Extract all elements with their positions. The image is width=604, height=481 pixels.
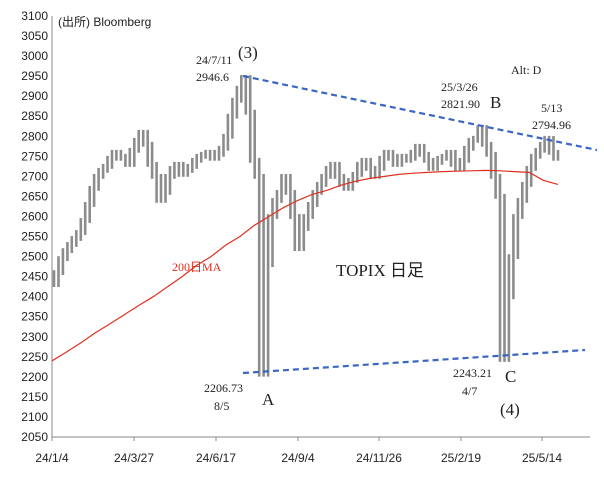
latest-value: 2794.96 <box>532 118 571 132</box>
x-tick-label: 24/9/4 <box>281 451 315 465</box>
low-c-date: 4/7 <box>462 384 477 398</box>
y-tick-label: 2300 <box>21 330 48 344</box>
y-tick-label: 3100 <box>21 9 48 23</box>
wave-a-label: A <box>262 390 275 409</box>
wave-4-label: (4) <box>500 400 520 419</box>
wave-b-label: B <box>490 93 501 112</box>
x-tick-labels: 24/1/4 24/3/27 24/6/17 24/9/4 24/11/26 25/2/1… <box>35 437 562 465</box>
peak-date: 24/7/11 <box>196 53 232 67</box>
y-tick-label: 2200 <box>21 370 48 384</box>
chart-axes <box>51 16 590 438</box>
source-label: (出所) Bloomberg <box>58 15 151 29</box>
y-tick-label: 2400 <box>21 290 48 304</box>
b-date: 25/3/26 <box>441 80 478 94</box>
y-tick-label: 2050 <box>21 430 48 444</box>
y-tick-labels: 2050 2100 2150 2200 2250 2300 2350 2400 2450 2500… <box>21 9 48 444</box>
x-tick-label: 25/2/19 <box>441 451 481 465</box>
x-tick-label: 24/3/27 <box>114 451 154 465</box>
y-tick-label: 2700 <box>21 169 48 183</box>
price-bars <box>52 75 560 377</box>
y-tick-label: 2950 <box>21 69 48 83</box>
x-tick-label: 24/6/17 <box>196 451 236 465</box>
peak-value: 2946.6 <box>196 70 229 84</box>
x-tick-label: 24/11/26 <box>356 451 402 465</box>
x-tick-label: 25/5/14 <box>522 451 562 465</box>
ma-label: 200日MA <box>172 260 222 274</box>
x-tick-label: 24/1/4 <box>35 451 69 465</box>
y-tick-label: 2850 <box>21 109 48 123</box>
y-tick-label: 3050 <box>21 29 48 43</box>
upper-trendline <box>242 74 598 152</box>
y-tick-label: 2100 <box>21 410 48 424</box>
b-value: 2821.90 <box>441 97 480 111</box>
y-tick-label: 2750 <box>21 149 48 163</box>
y-tick-label: 2450 <box>21 270 48 284</box>
y-tick-label: 2500 <box>21 250 48 264</box>
lower-trendline <box>242 348 586 375</box>
wave-c-label: C <box>505 367 516 386</box>
y-tick-label: 2350 <box>21 310 48 324</box>
chart-title: TOPIX 日足 <box>336 261 424 280</box>
y-tick-label: 2650 <box>21 189 48 203</box>
low-a-value: 2206.73 <box>204 381 243 395</box>
y-tick-label: 2900 <box>21 89 48 103</box>
y-tick-label: 2150 <box>21 390 48 404</box>
latest-date: 5/13 <box>541 101 562 115</box>
alt-label: Alt: D <box>511 63 542 77</box>
y-tick-label: 2250 <box>21 350 48 364</box>
y-tick-label: 3000 <box>21 49 48 63</box>
low-c-value: 2243.21 <box>453 366 492 380</box>
y-tick-label: 2550 <box>21 230 48 244</box>
ma-200-line <box>51 169 559 362</box>
low-a-date: 8/5 <box>214 399 229 413</box>
y-tick-label: 2800 <box>21 129 48 143</box>
y-tick-label: 2600 <box>21 209 48 223</box>
wave-3-label: (3) <box>238 43 258 62</box>
